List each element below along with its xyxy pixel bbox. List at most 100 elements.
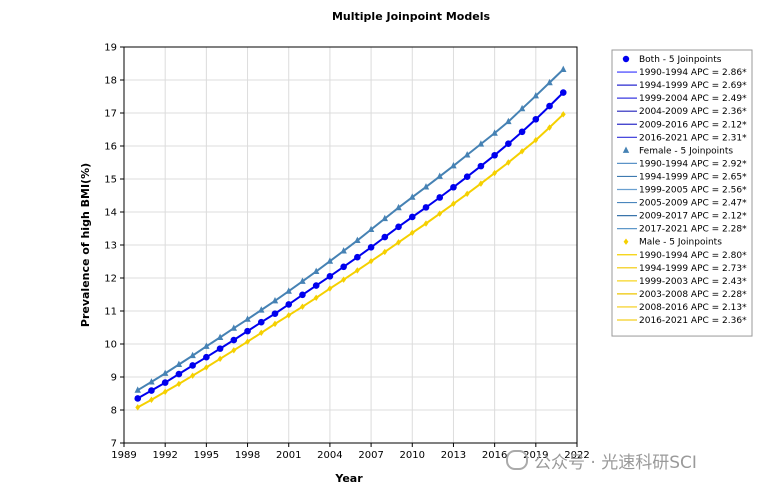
data-point xyxy=(395,223,402,231)
data-point xyxy=(450,183,457,191)
data-point xyxy=(409,229,415,236)
x-tick-label: 2019 xyxy=(523,450,548,461)
data-point xyxy=(340,263,347,271)
data-point xyxy=(367,244,375,251)
y-tick-label: 18 xyxy=(104,76,117,87)
data-point xyxy=(258,306,265,313)
data-point xyxy=(477,162,485,170)
data-point xyxy=(395,203,402,211)
wechat-icon xyxy=(506,450,528,470)
legend-segment-label: 1999-2003 APC = 2.43* xyxy=(639,277,747,287)
legend-segment-label: 2005-2009 APC = 2.47* xyxy=(639,199,747,209)
data-point xyxy=(326,257,334,264)
data-point xyxy=(560,65,567,72)
data-point xyxy=(463,173,471,180)
y-tick-label: 17 xyxy=(104,109,117,120)
data-point xyxy=(327,285,333,292)
data-point xyxy=(216,345,224,352)
data-point xyxy=(161,369,169,376)
data-point xyxy=(245,338,250,345)
data-point xyxy=(149,396,154,403)
x-tick-label: 1998 xyxy=(235,450,260,461)
legend-segment-label: 1999-2004 APC = 2.49* xyxy=(639,94,747,104)
data-point xyxy=(340,247,347,254)
x-tick-label: 2010 xyxy=(400,450,425,461)
data-point xyxy=(244,327,251,335)
data-point xyxy=(326,273,334,280)
y-tick-label: 7 xyxy=(111,439,117,450)
data-point xyxy=(189,362,196,369)
legend-segment-label: 2009-2016 APC = 2.12* xyxy=(639,120,747,130)
data-point xyxy=(381,214,389,222)
legend-segment-label: 2004-2009 APC = 2.36* xyxy=(639,107,747,117)
data-point xyxy=(354,267,360,274)
data-point xyxy=(463,151,471,158)
legend-segment-label: 1994-1999 APC = 2.69* xyxy=(639,81,747,91)
legend-segment-label: 1994-1999 APC = 2.65* xyxy=(639,172,747,182)
data-point xyxy=(367,225,375,233)
data-point xyxy=(477,140,485,147)
data-point xyxy=(230,336,238,344)
y-tick-label: 12 xyxy=(104,274,117,285)
data-point xyxy=(216,333,224,340)
legend-segment-label: 2017-2021 APC = 2.28* xyxy=(639,225,747,235)
data-point xyxy=(271,310,279,317)
legend-segment-label: 1994-1999 APC = 2.73* xyxy=(639,264,747,274)
data-point xyxy=(312,267,320,274)
plot-series xyxy=(134,65,567,411)
data-point xyxy=(423,220,429,227)
watermark-text: 公众号 · 光速科研SCI xyxy=(534,453,697,473)
data-point xyxy=(299,277,306,284)
data-point xyxy=(505,117,512,125)
data-point xyxy=(135,404,141,411)
data-point xyxy=(175,360,183,368)
data-point xyxy=(451,200,456,207)
data-point xyxy=(422,183,430,190)
y-tick-label: 13 xyxy=(104,241,117,252)
y-tick-label: 16 xyxy=(104,142,117,153)
data-point xyxy=(257,318,265,326)
data-point xyxy=(368,257,374,265)
x-tick-label: 1989 xyxy=(111,450,136,461)
x-tick-label: 2001 xyxy=(276,450,301,461)
data-point xyxy=(505,159,511,166)
chart-title: Multiple Joinpoint Models xyxy=(332,10,490,23)
legend: Both - 5 Joinpoints 1990-1994 APC = 2.86*… xyxy=(611,49,753,337)
data-point xyxy=(478,180,484,187)
data-point xyxy=(272,320,278,328)
legend-marker xyxy=(622,146,630,153)
data-point xyxy=(244,315,251,322)
data-point xyxy=(422,204,430,211)
legend-segment-label: 2009-2017 APC = 2.12* xyxy=(639,212,747,222)
watermark: 公众号 · 光速科研SCI xyxy=(506,448,697,473)
data-point xyxy=(354,253,361,261)
data-point xyxy=(409,193,416,200)
data-point xyxy=(450,162,457,169)
data-point xyxy=(148,378,155,385)
x-tick-label: 2016 xyxy=(482,450,507,461)
y-tick-label: 15 xyxy=(104,175,117,186)
data-point xyxy=(203,364,209,371)
x-axis: 1989 1992 1995 1998 2001 2004 2007 2010 2013 2016… xyxy=(111,443,590,461)
y-tick-label: 11 xyxy=(104,307,117,318)
data-point xyxy=(436,194,444,201)
data-point xyxy=(148,387,155,394)
legend-segment-label: 1990-1994 APC = 2.80* xyxy=(639,251,747,261)
data-point xyxy=(505,140,512,147)
data-point xyxy=(491,151,498,159)
legend-segment-label: 2016-2021 APC = 2.36* xyxy=(639,316,747,326)
data-point xyxy=(408,213,416,221)
data-point xyxy=(382,248,388,256)
data-point xyxy=(203,342,210,349)
series-line xyxy=(137,68,564,392)
data-point xyxy=(491,129,498,136)
legend-segment-label: 2008-2016 APC = 2.13* xyxy=(639,303,747,313)
data-point xyxy=(560,111,566,118)
data-point xyxy=(546,102,553,110)
legend-segment-label: 2003-2008 APC = 2.28* xyxy=(639,290,747,300)
x-tick-label: 2007 xyxy=(358,450,383,461)
data-point xyxy=(217,355,223,363)
y-tick-label: 9 xyxy=(111,373,117,384)
legend-series-label: Male - 5 Joinpoints xyxy=(639,238,722,248)
